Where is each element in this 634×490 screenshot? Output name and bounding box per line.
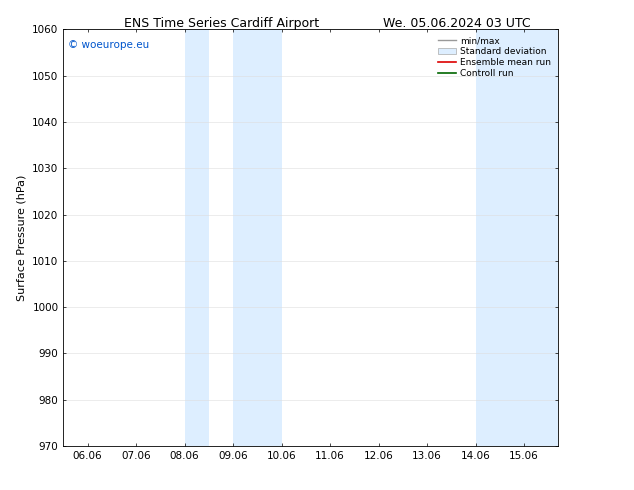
Bar <box>233 29 281 446</box>
Text: ENS Time Series Cardiff Airport: ENS Time Series Cardiff Airport <box>124 17 320 30</box>
Legend: min/max, Standard deviation, Ensemble mean run, Controll run: min/max, Standard deviation, Ensemble me… <box>436 34 553 81</box>
Bar <box>476 29 558 446</box>
Y-axis label: Surface Pressure (hPa): Surface Pressure (hPa) <box>16 174 27 301</box>
Text: © woeurope.eu: © woeurope.eu <box>68 40 150 50</box>
Text: We. 05.06.2024 03 UTC: We. 05.06.2024 03 UTC <box>383 17 530 30</box>
Bar <box>184 29 209 446</box>
